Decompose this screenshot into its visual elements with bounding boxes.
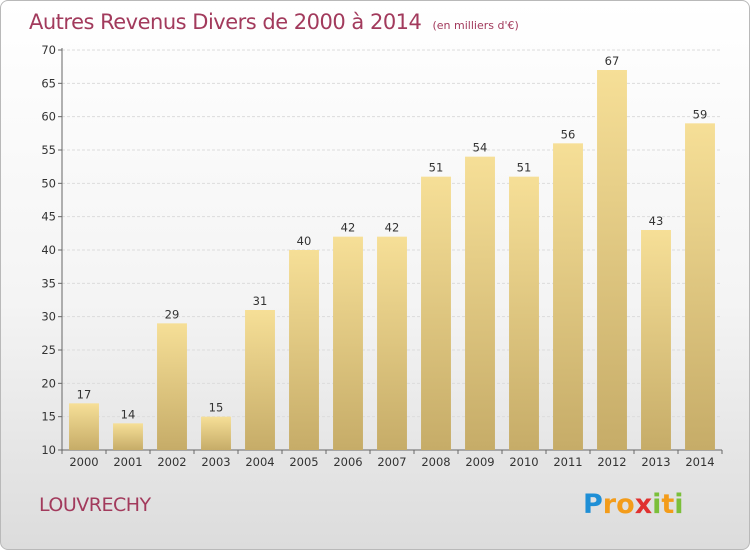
logo-letter: P — [583, 489, 603, 520]
subtitle-text: (en milliers d'€) — [432, 19, 519, 32]
bar — [685, 123, 715, 450]
logo-letter: r — [602, 489, 617, 520]
y-tick-label: 45 — [41, 210, 56, 224]
x-tick-label: 2014 — [685, 455, 714, 469]
y-tick-label: 15 — [41, 410, 56, 424]
bar — [113, 423, 143, 450]
chart-title: Autres Revenus Divers de 2000 à 2014 (en… — [29, 10, 519, 34]
x-tick-label: 2008 — [421, 455, 450, 469]
y-tick-label: 40 — [41, 243, 56, 257]
x-tick-label: 2013 — [641, 455, 670, 469]
bar — [465, 156, 495, 450]
bar-value-label: 17 — [77, 387, 92, 401]
logo-letter: x — [634, 489, 653, 520]
bar — [597, 70, 627, 450]
x-tick-label: 2010 — [509, 455, 538, 469]
commune-name: LOUVRECHY — [39, 494, 151, 516]
logo-letter: o — [616, 489, 635, 520]
bar — [509, 176, 539, 450]
logo-letter: i — [652, 489, 662, 520]
x-tick-label: 2007 — [377, 455, 406, 469]
bar-value-label: 43 — [649, 214, 664, 228]
bar-value-label: 29 — [165, 307, 180, 321]
bar-value-label: 42 — [385, 221, 400, 235]
bars — [69, 70, 715, 451]
x-tick-label: 2005 — [289, 455, 318, 469]
bar — [377, 236, 407, 450]
bar-value-label: 31 — [253, 294, 268, 308]
x-tick-label: 2011 — [553, 455, 582, 469]
x-tick-label: 2012 — [597, 455, 626, 469]
y-tick-label: 20 — [41, 376, 56, 390]
title-text: Autres Revenus Divers de 2000 à 2014 — [29, 10, 422, 34]
x-tick-label: 2001 — [113, 455, 142, 469]
x-tick-label: 2006 — [333, 455, 362, 469]
bar-value-label: 67 — [605, 54, 620, 68]
y-tick-label: 50 — [41, 176, 56, 190]
bar — [157, 323, 187, 450]
bar — [553, 143, 583, 451]
bar-value-label: 42 — [341, 221, 356, 235]
logo-letter: t — [661, 489, 675, 520]
y-tick-label: 10 — [41, 443, 56, 457]
y-tick-label: 60 — [41, 110, 56, 124]
y-tick-label: 25 — [41, 343, 56, 357]
y-tick-label: 65 — [41, 76, 56, 90]
y-tick-label: 30 — [41, 310, 56, 324]
bar-value-label: 15 — [209, 401, 224, 415]
bar — [289, 250, 319, 450]
y-tick-label: 70 — [41, 43, 56, 57]
x-tick-label: 2003 — [201, 455, 230, 469]
bar-value-label: 54 — [473, 141, 488, 155]
x-tick-label: 2002 — [157, 455, 186, 469]
y-tick-label: 55 — [41, 143, 56, 157]
bar-value-label: 59 — [693, 107, 708, 121]
bar — [245, 310, 275, 450]
proxiti-logo: Proxiti — [583, 489, 684, 520]
bar — [641, 230, 671, 450]
bar-value-label: 51 — [429, 161, 444, 175]
bar-value-label: 51 — [517, 161, 532, 175]
x-tick-label: 2004 — [245, 455, 274, 469]
labels: 10 15 20 25 30 35 40 45 50 55 60 65 70 17 2000 14 2001 29… — [41, 43, 714, 469]
bar-value-label: 14 — [121, 407, 136, 421]
bar — [201, 416, 231, 450]
y-tick-label: 35 — [41, 276, 56, 290]
bar — [421, 176, 451, 450]
bar — [69, 403, 99, 450]
logo-letter: i — [674, 489, 684, 520]
x-tick-label: 2000 — [69, 455, 98, 469]
bar-value-label: 56 — [561, 127, 576, 141]
bar-value-label: 40 — [297, 234, 312, 248]
bar — [333, 236, 363, 450]
x-tick-label: 2009 — [465, 455, 494, 469]
